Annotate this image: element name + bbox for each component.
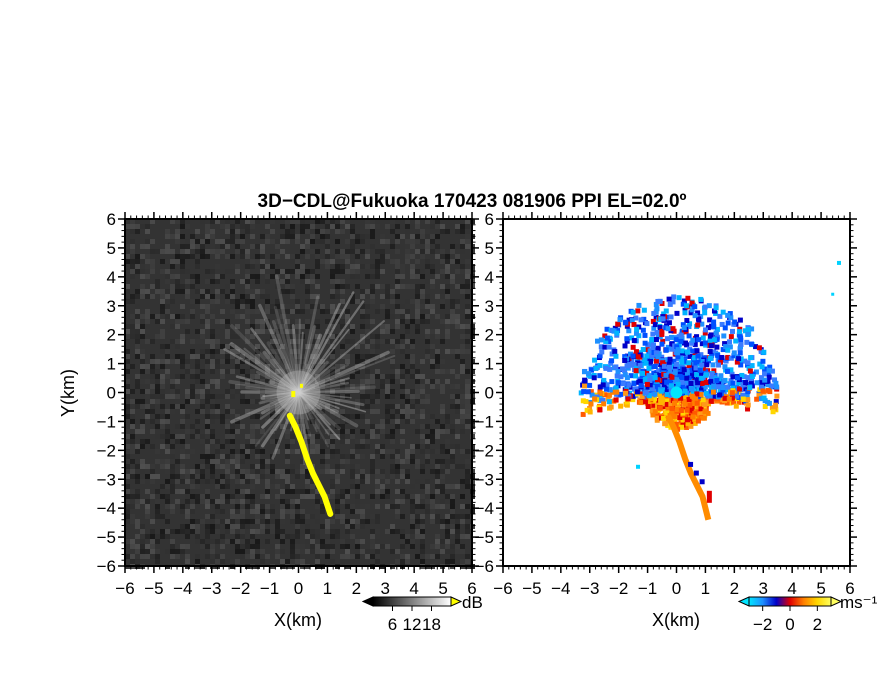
x-tick-label: −6	[493, 579, 512, 598]
velocity-x-axis-label: X(km)	[652, 610, 700, 630]
intensity-noise-texture	[125, 219, 475, 569]
y-tick-label: 4	[485, 268, 494, 287]
x-tick-label: −6	[115, 579, 134, 598]
x-tick-label: −1	[638, 579, 657, 598]
y-tick-label: −4	[475, 499, 494, 518]
y-tick-label: 0	[485, 384, 494, 403]
x-tick-label: 0	[294, 579, 303, 598]
x-tick-label: −4	[173, 579, 192, 598]
x-tick-label: −4	[551, 579, 570, 598]
y-tick-label: −3	[475, 470, 494, 489]
y-tick-label: 3	[485, 297, 494, 316]
x-tick-label: 1	[701, 579, 710, 598]
x-tick-label: −3	[580, 579, 599, 598]
velocity-colorbar-unit: ms⁻¹	[840, 593, 878, 612]
x-tick-label: 5	[816, 579, 825, 598]
y-tick-label: 0	[107, 384, 116, 403]
colorbar-tick-label: 2	[813, 615, 822, 634]
x-tick-label: 6	[845, 579, 854, 598]
y-tick-label: 5	[107, 239, 116, 258]
x-tick-label: 2	[352, 579, 361, 598]
x-tick-label: −1	[260, 579, 279, 598]
x-tick-label: −5	[522, 579, 541, 598]
x-tick-label: −3	[202, 579, 221, 598]
colorbar-over-arrow	[450, 596, 463, 607]
y-tick-label: −3	[97, 470, 116, 489]
y-tick-label: −2	[475, 441, 494, 460]
velocity-field	[578, 260, 841, 521]
velocity-echo-trace	[665, 414, 712, 521]
x-tick-label: −2	[231, 579, 250, 598]
x-tick-label: 4	[787, 579, 796, 598]
colorbar-bar	[372, 596, 452, 607]
y-tick-label: −5	[97, 528, 116, 547]
y-tick-label: −4	[97, 499, 116, 518]
colorbar-tick-label: 0	[785, 615, 794, 634]
y-tick-label: 4	[107, 268, 116, 287]
figure-title: 3D−CDL@Fukuoka 170423 081906 PPI EL=02.0…	[258, 191, 687, 212]
y-tick-label: 1	[107, 355, 116, 374]
y-tick-label: 3	[107, 297, 116, 316]
colorbar-tick-label: 12	[403, 615, 422, 634]
intensity-colorbar: 6 12 18	[361, 596, 463, 634]
strong-echo-trace	[286, 412, 334, 517]
x-tick-label: 2	[730, 579, 739, 598]
x-tick-label: −5	[144, 579, 163, 598]
y-tick-label: −6	[97, 557, 116, 576]
colorbar-tick-label: 6	[388, 615, 397, 634]
velocity-colorbar: −2 0 2	[737, 596, 843, 634]
radar-origin-marker	[670, 386, 683, 399]
x-tick-label: 3	[759, 579, 768, 598]
y-tick-label: −6	[475, 557, 494, 576]
y-tick-label: −5	[475, 528, 494, 547]
intensity-strong-echo	[286, 383, 334, 517]
y-tick-label: −2	[97, 441, 116, 460]
x-tick-label: 0	[672, 579, 681, 598]
colorbar-tick-label: 18	[422, 615, 441, 634]
y-tick-label: 6	[107, 210, 116, 229]
y-tick-label: −1	[475, 412, 494, 431]
x-tick-label: 5	[438, 579, 447, 598]
y-tick-label: −1	[97, 412, 116, 431]
x-tick-label: 1	[323, 579, 332, 598]
colorbar-tick-label: −2	[753, 615, 772, 634]
colorbar-under-arrow	[361, 596, 374, 607]
intensity-y-axis-label: Y(km)	[58, 369, 78, 417]
y-tick-label: 6	[485, 210, 494, 229]
intensity-x-axis-label: X(km)	[274, 610, 322, 630]
y-tick-label: 2	[107, 326, 116, 345]
y-tick-label: 5	[485, 239, 494, 258]
colorbar-under-arrow	[737, 596, 750, 607]
colorbar-over-arrow	[830, 596, 843, 607]
x-tick-label: 6	[467, 579, 476, 598]
x-tick-label: 3	[381, 579, 390, 598]
intensity-colorbar-unit: dB	[462, 593, 483, 612]
x-tick-label: 4	[409, 579, 418, 598]
colorbar-bar	[748, 596, 832, 607]
x-tick-label: −2	[609, 579, 628, 598]
y-tick-label: 2	[485, 326, 494, 345]
y-tick-label: 1	[485, 355, 494, 374]
